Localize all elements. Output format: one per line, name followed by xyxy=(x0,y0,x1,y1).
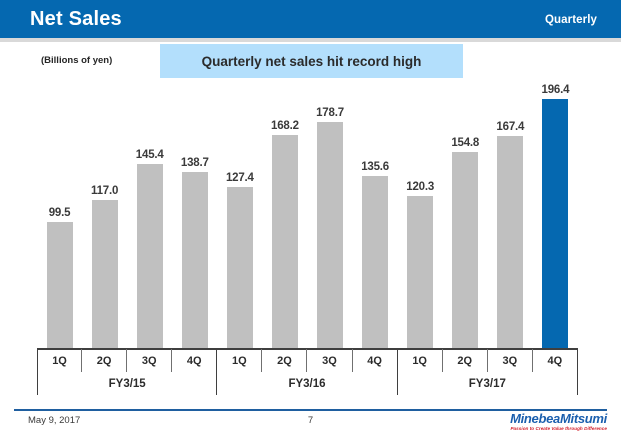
fiscal-year-label: FY3/17 xyxy=(398,372,578,395)
bar xyxy=(46,221,73,348)
bar-value-label: 120.3 xyxy=(406,180,435,193)
bar-column: 138.7 xyxy=(172,82,217,348)
header-underline xyxy=(0,38,621,42)
bar xyxy=(181,172,208,348)
bar-column: 154.8 xyxy=(443,82,488,348)
company-logo: MinebeaMitsumi Passion to Create Value t… xyxy=(510,412,607,432)
bar-value-label: 138.7 xyxy=(180,157,209,170)
bar xyxy=(136,163,163,348)
quarter-label: 4Q xyxy=(172,349,218,372)
category-axis: 1Q 2Q 3Q 4Q 1Q 2Q 3Q 4Q 1Q 2Q 3Q 4Q FY3/15 FY3/16 FY3… xyxy=(37,349,578,395)
bar xyxy=(91,199,118,348)
bar-value-label: 168.2 xyxy=(271,119,299,132)
quarter-label: 3Q xyxy=(488,349,533,372)
bar xyxy=(452,151,479,348)
bar-value-label: 117.0 xyxy=(91,184,119,197)
bar-value-label: 178.7 xyxy=(316,106,344,119)
footer-divider xyxy=(14,409,607,411)
bar-value-label: 99.5 xyxy=(48,206,71,219)
bar xyxy=(317,121,343,348)
quarter-label: 2Q xyxy=(443,349,488,372)
bar-highlighted xyxy=(542,99,569,348)
footer-date: May 9, 2017 xyxy=(28,415,81,426)
bar-value-label: 196.4 xyxy=(541,84,570,97)
header-bar xyxy=(0,0,621,38)
bar xyxy=(362,176,389,348)
bar xyxy=(407,195,434,348)
bar-value-label: 145.4 xyxy=(135,148,164,161)
bar-value-label: 127.4 xyxy=(225,171,254,184)
page-title: Net Sales xyxy=(30,8,122,30)
header-accent-notch xyxy=(0,0,8,38)
bar-column: 117.0 xyxy=(82,82,127,348)
callout-text: Quarterly net sales hit record high xyxy=(201,53,422,69)
fiscal-year-label: FY3/16 xyxy=(217,372,398,395)
x-axis-line xyxy=(37,348,578,350)
quarter-label: 1Q xyxy=(398,349,443,372)
bar xyxy=(226,186,253,348)
callout-box: Quarterly net sales hit record high xyxy=(160,44,463,78)
units-label: (Billions of yen) xyxy=(41,55,113,66)
fiscal-year-label-row: FY3/15 FY3/16 FY3/17 xyxy=(37,372,578,395)
quarter-label: 1Q xyxy=(217,349,263,372)
bar-value-label: 135.6 xyxy=(361,161,389,174)
quarter-label: 1Q xyxy=(37,349,83,372)
bar-chart: 99.5 117.0 145.4 138.7 127.4 168.2 178.7 135.6 1… xyxy=(0,82,621,395)
bar-column: 120.3 xyxy=(398,82,443,348)
bar-column: 178.7 xyxy=(307,82,352,348)
quarter-label: 3Q xyxy=(127,349,173,372)
footer-page-number: 7 xyxy=(307,415,314,426)
logo-tagline: Passion to Create Value through Differen… xyxy=(510,426,607,431)
fiscal-year-label: FY3/15 xyxy=(37,372,218,395)
bar-value-label: 154.8 xyxy=(451,136,480,149)
bar-column: 167.4 xyxy=(488,82,533,348)
header-period-badge: Quarterly xyxy=(544,14,597,26)
quarter-label: 2Q xyxy=(262,349,308,372)
bar-column: 196.4 xyxy=(533,82,578,348)
bar-value-label: 167.4 xyxy=(496,120,525,133)
quarter-label: 4Q xyxy=(533,349,578,372)
bar-column: 145.4 xyxy=(127,82,172,348)
bar xyxy=(497,135,524,348)
bar-series: 99.5 117.0 145.4 138.7 127.4 168.2 178.7 135.6 1… xyxy=(37,82,578,348)
bar xyxy=(271,134,298,348)
quarter-label: 2Q xyxy=(82,349,128,372)
quarter-label: 3Q xyxy=(307,349,353,372)
bar-column: 99.5 xyxy=(37,82,82,348)
logo-wordmark: MinebeaMitsumi xyxy=(510,411,607,426)
quarter-label-row: 1Q 2Q 3Q 4Q 1Q 2Q 3Q 4Q 1Q 2Q 3Q 4Q xyxy=(37,349,578,372)
bar-column: 135.6 xyxy=(353,82,398,348)
plot-area: 99.5 117.0 145.4 138.7 127.4 168.2 178.7 135.6 1… xyxy=(37,82,578,348)
bar-column: 168.2 xyxy=(262,82,307,348)
bar-column: 127.4 xyxy=(217,82,262,348)
quarter-label: 4Q xyxy=(353,349,398,372)
